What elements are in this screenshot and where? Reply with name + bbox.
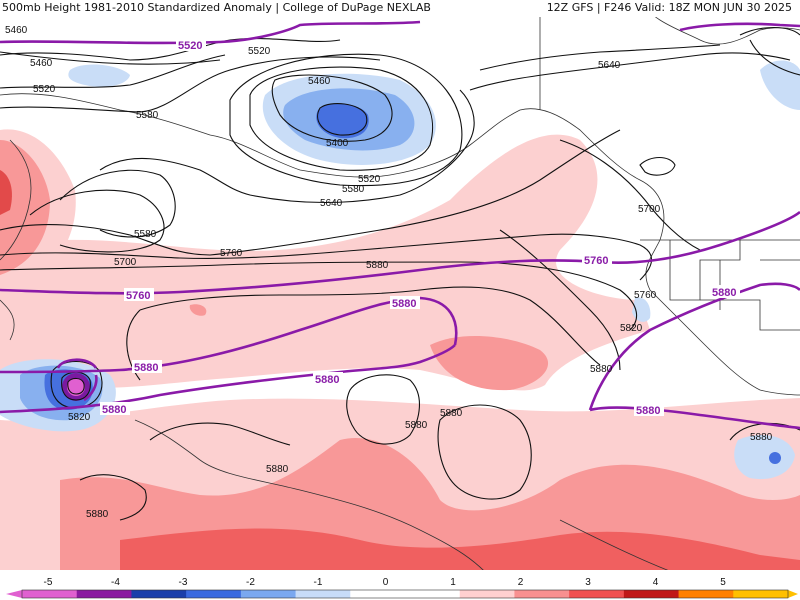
colorbar-tick-label: -4: [111, 577, 120, 588]
header-title: 500mb Height 1981-2010 Standardized Anom…: [2, 1, 431, 14]
bold-contour-label: 5880: [102, 404, 126, 416]
contour-label: 5640: [598, 60, 621, 71]
bold-contour-label: 5880: [712, 287, 736, 299]
colorbar-tick-label: 4: [653, 577, 659, 588]
contour-label: 5700: [114, 257, 137, 268]
contour-label: 5880: [440, 408, 463, 419]
contour-label: 5580: [134, 229, 157, 240]
contour-label: 5880: [266, 464, 289, 475]
height-contours: [0, 27, 800, 521]
colorbar-swatch: [240, 590, 297, 598]
contour-label: 5580: [136, 110, 159, 121]
contour-label: 5460: [30, 58, 53, 69]
colorbar-swatch: [76, 590, 132, 598]
colorbar-swatch: [22, 590, 78, 598]
bold-contour-label: 5520: [178, 40, 202, 52]
colorbar-swatches: [6, 589, 798, 599]
colorbar-swatch: [459, 590, 515, 598]
negative-anomaly-fill: [0, 60, 800, 480]
colorbar-swatch: [623, 590, 680, 598]
colorbar-tick-label: 1: [450, 577, 456, 588]
colorbar-swatch: [678, 590, 734, 598]
colorbar-tick-label: 2: [518, 577, 524, 588]
bold-contour-label: 5760: [126, 290, 150, 302]
colorbar-outline: [21, 589, 789, 599]
colorbar-arrow-right: [788, 590, 798, 598]
contour-label: 5880: [405, 420, 428, 431]
colorbar-swatch: [186, 590, 242, 598]
colorbar-tick-label: 5: [720, 577, 726, 588]
colorbar-tick-label: -5: [44, 577, 53, 588]
contour-label: 5700: [638, 204, 661, 215]
bold-contour-label: 5880: [134, 362, 158, 374]
bold-contour-label: 5760: [584, 255, 608, 267]
contour-label: 5760: [220, 248, 243, 259]
contour-label: 5880: [366, 260, 389, 271]
colorbar-tick-label: 0: [383, 577, 389, 588]
contour-label: 5580: [342, 184, 365, 195]
header-bar: [0, 0, 800, 17]
bold-contour-label: 5880: [392, 298, 416, 310]
contour-label: 5520: [33, 84, 56, 95]
colorbar-tick-label: -3: [179, 577, 188, 588]
contour-label: 5460: [5, 25, 28, 36]
header-valid-time: 12Z GFS | F246 Valid: 18Z MON JUN 30 202…: [546, 1, 792, 14]
contour-labels: 5460 5460 5520 5520 5460 5580 5400 5520 …: [5, 25, 773, 520]
contour-label: 5880: [750, 432, 773, 443]
colorbar-ticks: -5 -4 -3 -2 -1 0 1 2 3 4 5: [44, 577, 727, 588]
colorbar-tick-label: 3: [585, 577, 591, 588]
colorbar: -5 -4 -3 -2 -1 0 1 2 3 4 5: [0, 570, 800, 600]
contour-label: 5460: [308, 76, 331, 87]
contour-label: 5520: [248, 46, 271, 57]
colorbar-swatch: [131, 590, 187, 598]
colorbar-swatch: [405, 590, 461, 598]
bold-contour-labels: 5520 5760 5760 5880 5880 5880 5880 5880 …: [100, 38, 740, 417]
contour-label: 5880: [86, 509, 109, 520]
colorbar-swatch: [350, 590, 406, 598]
colorbar-arrow-left: [6, 590, 22, 598]
colorbar-tick-label: -2: [246, 577, 255, 588]
colorbar-tick-label: -1: [314, 577, 323, 588]
contour-label: 5520: [358, 174, 381, 185]
contour-label: 5880: [590, 364, 613, 375]
colorbar-swatch: [569, 590, 625, 598]
colorbar-swatch: [295, 590, 351, 598]
contour-label: 5760: [634, 290, 657, 301]
colorbar-swatch: [733, 590, 789, 598]
contour-label: 5640: [320, 198, 343, 209]
contour-label: 5820: [68, 412, 91, 423]
contour-label: 5400: [326, 138, 349, 149]
contour-label: 5820: [620, 323, 643, 334]
bold-contour-label: 5880: [636, 405, 660, 417]
bold-contour-label: 5880: [315, 374, 339, 386]
colorbar-swatch: [514, 590, 570, 598]
